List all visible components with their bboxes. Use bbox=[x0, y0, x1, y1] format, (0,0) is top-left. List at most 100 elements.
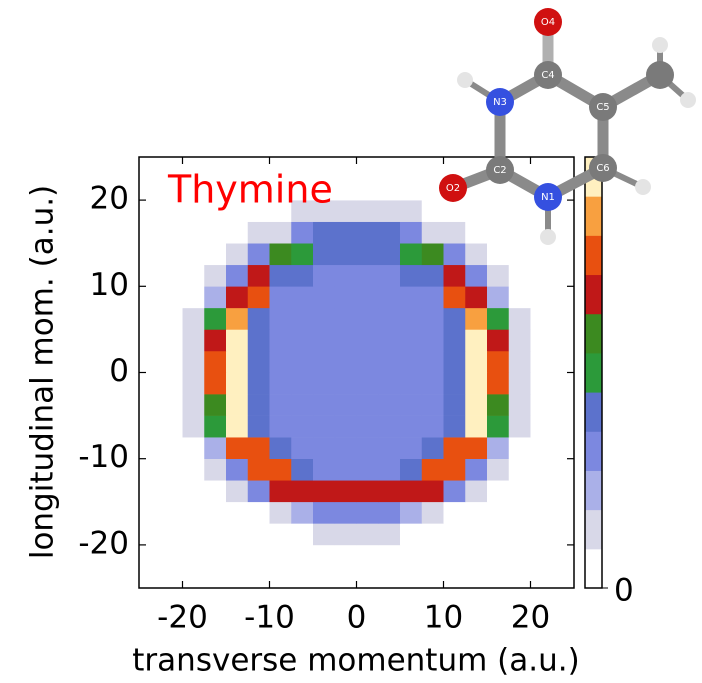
heat-cell bbox=[400, 545, 422, 567]
heat-cell bbox=[378, 480, 400, 502]
heat-cell bbox=[422, 373, 444, 395]
heat-cell bbox=[248, 437, 270, 459]
heat-cell bbox=[313, 286, 335, 308]
heat-cell bbox=[291, 222, 313, 244]
heat-cell bbox=[291, 351, 313, 373]
heat-cell bbox=[400, 243, 422, 265]
heat-cell bbox=[465, 566, 487, 588]
heat-cell bbox=[531, 329, 553, 351]
heat-cell bbox=[422, 222, 444, 244]
heat-cell bbox=[183, 437, 205, 459]
heat-cell bbox=[487, 222, 509, 244]
heat-cell bbox=[422, 308, 444, 330]
heat-cell bbox=[552, 502, 574, 524]
heat-cell bbox=[313, 373, 335, 395]
heat-cell bbox=[487, 329, 509, 351]
atom-h bbox=[540, 229, 556, 245]
heat-cell bbox=[183, 265, 205, 287]
heat-cell bbox=[357, 459, 379, 481]
heat-cell bbox=[552, 566, 574, 588]
heat-cell bbox=[313, 502, 335, 524]
heat-cell bbox=[509, 351, 531, 373]
heat-cell bbox=[335, 394, 357, 416]
heat-cell bbox=[400, 373, 422, 395]
heat-cell bbox=[531, 373, 553, 395]
heat-cell bbox=[552, 394, 574, 416]
heat-cell bbox=[270, 416, 292, 438]
atom-h bbox=[635, 179, 651, 195]
colorbar-swatch bbox=[585, 196, 602, 236]
heat-cell bbox=[183, 502, 205, 524]
heat-cell bbox=[487, 308, 509, 330]
heat-cell bbox=[183, 286, 205, 308]
heat-cell bbox=[161, 286, 183, 308]
heat-cell bbox=[465, 545, 487, 567]
heat-cell bbox=[313, 308, 335, 330]
heat-cell bbox=[552, 157, 574, 179]
heat-cell bbox=[291, 459, 313, 481]
heat-cell bbox=[139, 157, 161, 179]
heat-cell bbox=[552, 286, 574, 308]
heat-cell bbox=[139, 394, 161, 416]
atom-label: C6 bbox=[596, 163, 609, 174]
x-tick-label: -20 bbox=[157, 600, 208, 636]
heat-cell bbox=[509, 286, 531, 308]
heat-cell bbox=[444, 286, 466, 308]
heat-cell bbox=[509, 437, 531, 459]
heat-cell bbox=[487, 200, 509, 222]
heat-cell bbox=[248, 459, 270, 481]
heat-cell bbox=[139, 459, 161, 481]
heat-cell bbox=[378, 243, 400, 265]
heat-cell bbox=[509, 222, 531, 244]
heat-cell bbox=[139, 502, 161, 524]
heat-cell bbox=[357, 373, 379, 395]
heat-cell bbox=[248, 222, 270, 244]
colorbar bbox=[585, 157, 602, 589]
heat-cell bbox=[313, 566, 335, 588]
heat-cell bbox=[183, 308, 205, 330]
heat-cell bbox=[270, 329, 292, 351]
heat-cell bbox=[531, 394, 553, 416]
heat-cell bbox=[378, 308, 400, 330]
heat-cell bbox=[270, 545, 292, 567]
heat-cell bbox=[204, 351, 226, 373]
atom-label: N3 bbox=[493, 97, 507, 108]
heat-cell bbox=[204, 243, 226, 265]
heat-cell bbox=[465, 308, 487, 330]
atom-c bbox=[646, 61, 674, 89]
heat-cell bbox=[161, 394, 183, 416]
heat-cell bbox=[357, 329, 379, 351]
heat-cell bbox=[270, 523, 292, 545]
heat-cell bbox=[183, 566, 205, 588]
heat-cell bbox=[357, 394, 379, 416]
heat-cell bbox=[444, 222, 466, 244]
heat-cell bbox=[531, 523, 553, 545]
heat-cell bbox=[161, 308, 183, 330]
heat-cell bbox=[313, 480, 335, 502]
heat-cell bbox=[313, 243, 335, 265]
x-axis-label: transverse momentum (a.u.) bbox=[132, 643, 579, 679]
heat-cell bbox=[400, 437, 422, 459]
heat-cell bbox=[161, 351, 183, 373]
heat-cell bbox=[487, 459, 509, 481]
heat-cell bbox=[531, 286, 553, 308]
heat-cell bbox=[422, 265, 444, 287]
heat-cell bbox=[248, 502, 270, 524]
heat-cell bbox=[226, 566, 248, 588]
heat-cell bbox=[183, 394, 205, 416]
atom-label: C5 bbox=[596, 102, 609, 113]
colorbar-swatch bbox=[585, 431, 602, 471]
atom-label: O4 bbox=[541, 17, 555, 28]
heat-cell bbox=[552, 416, 574, 438]
heat-cell bbox=[335, 459, 357, 481]
heat-cell bbox=[161, 437, 183, 459]
heat-cell bbox=[444, 243, 466, 265]
heat-cell bbox=[270, 351, 292, 373]
heat-cell bbox=[204, 373, 226, 395]
colorbar-swatch bbox=[585, 392, 602, 432]
heat-cell bbox=[139, 179, 161, 201]
heat-cell bbox=[335, 200, 357, 222]
heat-cell bbox=[313, 459, 335, 481]
y-tick-label: -10 bbox=[78, 439, 129, 475]
y-tick-label: -20 bbox=[78, 525, 129, 561]
